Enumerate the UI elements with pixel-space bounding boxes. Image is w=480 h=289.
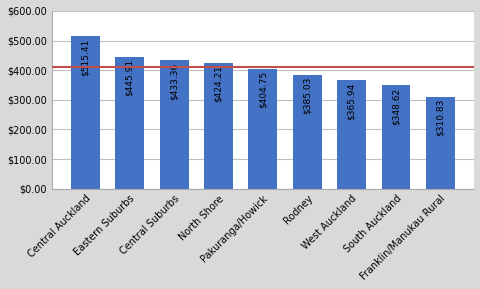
Text: $404.75: $404.75 [258, 71, 267, 108]
Bar [115, 57, 144, 189]
Text: $445.91: $445.91 [125, 59, 134, 96]
Bar [159, 60, 188, 189]
Text: $385.03: $385.03 [302, 77, 311, 114]
Text: $433.36: $433.36 [169, 63, 178, 100]
Text: $365.94: $365.94 [347, 83, 355, 120]
Bar [204, 63, 232, 189]
Bar [425, 97, 454, 189]
Bar [292, 75, 321, 189]
Bar [248, 69, 276, 189]
Bar [336, 80, 365, 189]
Text: $310.83: $310.83 [435, 99, 444, 136]
Text: $348.62: $348.62 [391, 88, 400, 125]
Bar [381, 86, 409, 189]
Text: $515.41: $515.41 [81, 38, 90, 76]
Text: $424.21: $424.21 [214, 65, 223, 102]
Bar [71, 36, 99, 189]
